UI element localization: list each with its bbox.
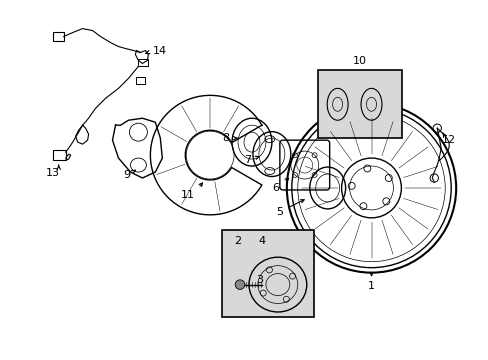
Text: 7: 7 [244,155,251,165]
Text: 11: 11 [181,190,195,200]
Text: 5: 5 [276,207,283,217]
Text: 6: 6 [272,183,279,193]
Text: 10: 10 [352,57,366,67]
Text: 12: 12 [441,135,455,145]
Bar [317,71,402,138]
Text: 2: 2 [234,236,241,246]
Bar [222,230,313,318]
Text: 3: 3 [256,275,263,285]
Text: 4: 4 [258,236,265,246]
Bar [53,32,63,41]
Text: 9: 9 [122,170,130,180]
Bar [138,59,148,67]
Text: 14: 14 [153,45,167,55]
Text: 1: 1 [367,280,374,291]
Text: 13: 13 [46,168,60,178]
Bar [136,77,145,84]
Text: 8: 8 [222,133,229,143]
Bar [53,150,65,160]
Circle shape [235,280,244,289]
